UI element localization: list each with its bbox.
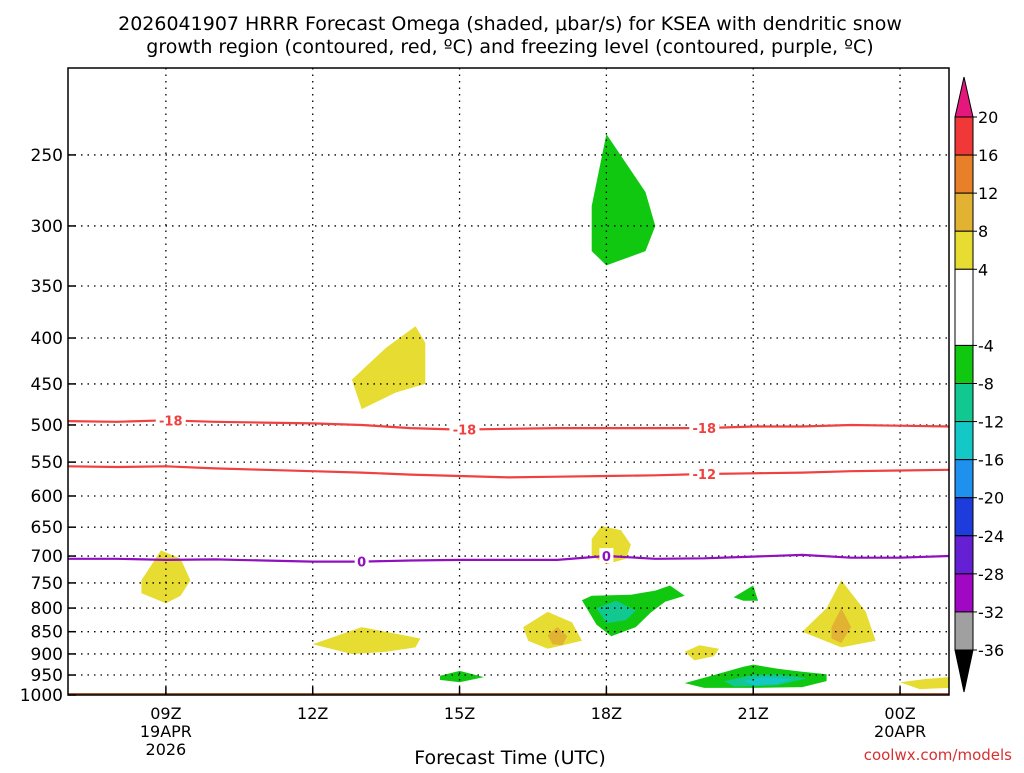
y-tick-label-600: 600 [31,487,63,507]
y-tick-label-550: 550 [31,453,63,473]
x-tick-label-15Z: 15Z [444,704,475,723]
colorbar-swatch-16-to-20 [954,116,974,156]
y-tick-label-350: 350 [31,277,63,297]
contour-dgz-12 [68,465,949,479]
y-tick-label-300: 300 [31,217,63,237]
y-tick-label-500: 500 [31,416,63,436]
colorbar-label-12: 12 [978,184,998,203]
chart-title-line2: growth region (contoured, red, ºC) and f… [146,36,873,58]
contour-freezing-0 [68,553,949,563]
contour-label-freezing-0-0: 0 [357,556,366,571]
colorbar-label-16: 16 [978,146,998,165]
omega-region-yellow-09z [141,550,191,604]
omega-region-green-21z-775 [733,585,759,601]
colorbar-swatch--4-to-4 [954,268,974,346]
colorbar-label-4: 4 [978,260,988,279]
colorbar-label--28: -28 [978,565,1004,584]
x-tick-date-09Z: 19APR [140,722,192,741]
colorbar-swatch--20-to--16 [954,459,974,499]
y-tick-label-450: 450 [31,375,63,395]
colorbar-label--12: -12 [978,413,1004,432]
ground-surface [68,693,949,695]
contour-label-bg-dgz-18-0 [155,412,186,428]
y-axis: 2503003504004505005506006507007508008509… [20,146,76,706]
colorbar-swatch-8-to-12 [954,192,974,232]
y-tick-label-1000: 1000 [20,686,63,706]
colorbar-swatch-12-to-16 [954,154,974,194]
colorbar-swatch--16-to--12 [954,421,974,461]
colorbar-label--16: -16 [978,451,1004,470]
x-tick-label-18Z: 18Z [591,704,622,723]
omega-region-yellow-13z [312,627,421,654]
omega-region-green-upper [591,134,656,266]
omega-region-cyan-21z-950 [743,677,793,686]
y-tick-label-700: 700 [31,547,63,567]
colorbar-top-arrow [954,76,974,118]
colorbar-swatch--8-to--4 [954,344,974,384]
y-tick-label-750: 750 [31,574,63,594]
contour-label-dgz-18-2: -18 [693,422,717,437]
colorbar-label-8: 8 [978,222,988,241]
x-tick-label-12Z: 12Z [297,704,328,723]
colorbar-swatch--32-to--28 [954,573,974,613]
colorbar: 20 16 12 8 4 -4 -8 -12 -16 -20 -24 -28 -32 -36 [954,76,1004,693]
contour-label-dgz-18-0: -18 [159,414,183,429]
omega-region-yellow-400 [351,326,426,410]
x-tick-label-09Z: 09Z [150,704,181,723]
y-tick-label-950: 950 [31,666,63,686]
x-tick-label-00Z: 00Z [884,704,915,723]
contour-dgz-18 [68,419,949,431]
contour-label-bg-freezing-0-1 [599,548,614,564]
colorbar-label--36: -36 [978,641,1004,660]
colorbar-label--4: -4 [978,336,994,355]
colorbar-swatch--24-to--20 [954,497,974,537]
y-tick-label-250: 250 [31,146,63,166]
contour-label-bg-dgz-18-2 [689,420,720,436]
y-tick-label-800: 800 [31,599,63,619]
grid-layer [68,68,949,694]
omega-region-yellow-17z [523,611,582,649]
omega-region-yellow-20z [684,645,719,661]
colorbar-label--20: -20 [978,489,1004,508]
x-tick-label-21Z: 21Z [738,704,769,723]
colorbar-swatch--36-to--32 [954,611,974,651]
plot-frame [67,67,950,696]
colorbar-label-20: 20 [978,108,998,127]
colorbar-bottom-arrow [954,649,974,693]
omega-region-orange-17z [547,627,568,646]
contour-label-bg-dgz-18-1 [449,421,480,437]
contour-label-freezing-0-1: 0 [602,550,611,565]
y-tick-label-650: 650 [31,518,63,538]
omega-region-teal-18z-800 [596,600,636,624]
ground-layer [68,693,949,695]
chart-title-line1: 2026041907 HRRR Forecast Omega (shaded, … [118,13,902,35]
y-tick-label-850: 850 [31,623,63,643]
contour-label-bg-dgz-12-0 [689,465,720,481]
colorbar-swatch--28-to--24 [954,535,974,575]
contour-label-bg-freezing-0-0 [354,553,369,569]
colorbar-label--24: -24 [978,527,1004,546]
y-tick-label-400: 400 [31,329,63,349]
omega-region-green-15z [440,670,484,683]
omega-region-orange-22z [831,608,852,643]
colorbar-swatch-4-to-8 [954,230,974,270]
contour-label-dgz-18-1: -18 [453,424,477,439]
colorbar-label--32: -32 [978,603,1004,622]
colorbar-label--8: -8 [978,375,994,394]
x-axis-label: Forecast Time (UTC) [414,747,605,768]
omega-shading-layer [141,134,949,690]
omega-region-yellow-24z-960 [900,677,949,690]
x-tick-year-09Z: 2026 [146,740,187,759]
colorbar-swatch--12-to--8 [954,383,974,423]
plot-area: -18 -18 -18 -12 0 0 [68,68,949,695]
contour-label-dgz-12-0: -12 [693,468,717,483]
contour-layer: -18 -18 -18 -12 0 0 [68,412,949,571]
y-tick-label-900: 900 [31,645,63,665]
x-tick-date-00Z: 20APR [874,722,926,741]
credit-text: coolwx.com/models [864,746,1012,764]
